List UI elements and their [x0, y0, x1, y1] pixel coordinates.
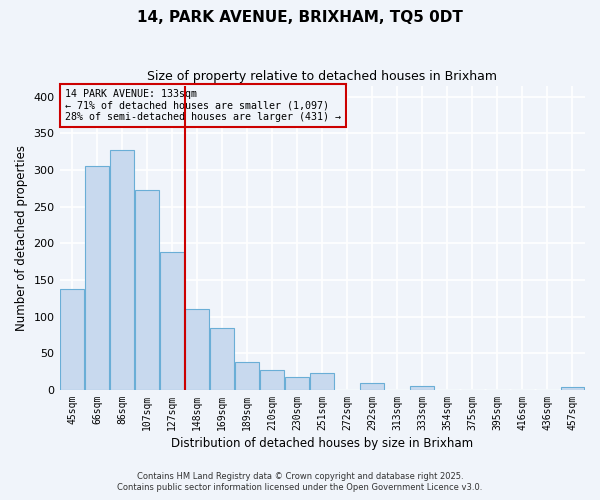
Bar	[235, 362, 259, 390]
Title: Size of property relative to detached houses in Brixham: Size of property relative to detached ho…	[147, 70, 497, 83]
Bar	[85, 166, 109, 390]
Y-axis label: Number of detached properties: Number of detached properties	[15, 145, 28, 331]
Bar	[410, 386, 434, 390]
Bar	[361, 384, 384, 390]
Bar	[210, 328, 234, 390]
Bar	[135, 190, 159, 390]
Bar	[286, 378, 309, 390]
Text: 14 PARK AVENUE: 133sqm
← 71% of detached houses are smaller (1,097)
28% of semi-: 14 PARK AVENUE: 133sqm ← 71% of detached…	[65, 88, 341, 122]
Bar	[60, 288, 84, 390]
Bar	[160, 252, 184, 390]
Bar	[260, 370, 284, 390]
Text: 14, PARK AVENUE, BRIXHAM, TQ5 0DT: 14, PARK AVENUE, BRIXHAM, TQ5 0DT	[137, 10, 463, 25]
Text: Contains HM Land Registry data © Crown copyright and database right 2025.
Contai: Contains HM Land Registry data © Crown c…	[118, 472, 482, 492]
Bar	[110, 150, 134, 390]
Bar	[185, 310, 209, 390]
X-axis label: Distribution of detached houses by size in Brixham: Distribution of detached houses by size …	[171, 437, 473, 450]
Bar	[560, 387, 584, 390]
Bar	[310, 373, 334, 390]
